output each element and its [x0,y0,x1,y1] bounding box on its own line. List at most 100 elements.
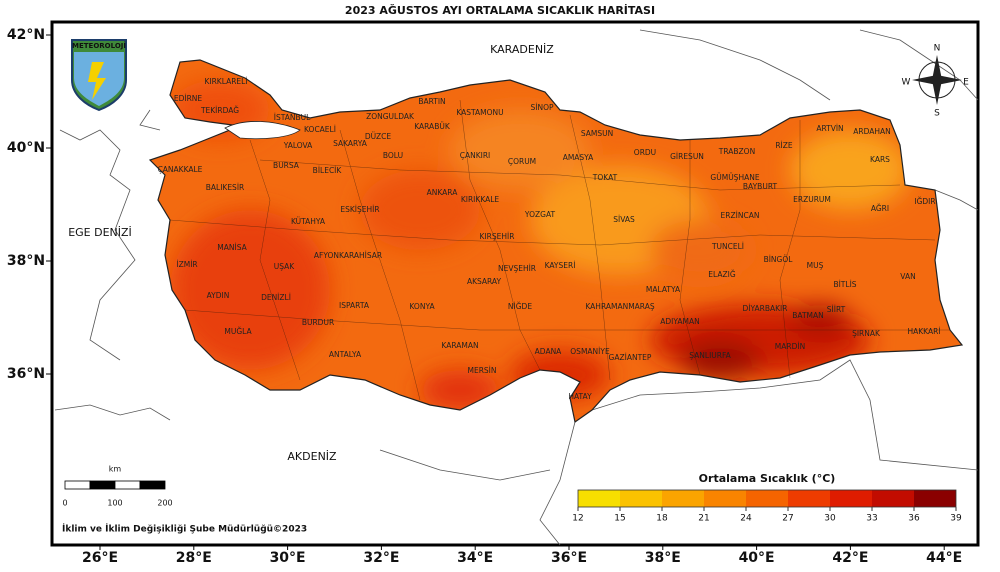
legend-title: Ortalama Sıcaklık (°C) [699,472,836,485]
province-label: KIRIKKALE [461,195,500,204]
province-label: ERZURUM [793,195,831,204]
province-label: SİVAS [613,215,635,224]
province-label: NEVŞEHİR [498,264,536,273]
province-label: IĞDIR [914,197,935,206]
province-label: ANTALYA [329,350,362,359]
province-label: İZMİR [176,260,197,269]
province-label: ŞIRNAK [852,329,881,338]
scale-segment [89,480,116,490]
scale-segment [64,480,91,490]
sea-labels: KARADENİZ EGE DENİZİ AKDENİZ [68,43,554,463]
province-label: KONYA [409,302,435,311]
scale-tick-label: 0 [62,499,67,508]
province-label: DENİZLİ [261,293,291,302]
province-label: ARDAHAN [853,127,891,136]
scale-unit: km [109,465,122,474]
province-label: BAYBURT [743,182,778,191]
province-label: KARS [870,155,890,164]
province-label: ZONGULDAK [366,112,415,121]
province-label: SİNOP [530,103,553,112]
country-outline [148,59,964,424]
logo: METEOROLOJİ [71,39,127,112]
province-label: MUĞLA [224,327,252,336]
legend-swatch [914,490,956,507]
province-label: RİZE [775,141,793,150]
legend-swatch [830,490,872,507]
province-label: KARAMAN [441,341,478,350]
sea-label: AKDENİZ [287,450,337,463]
province-label: ESKİŞEHİR [340,205,379,214]
compass-letter: W [902,78,911,88]
province-label: ORDU [634,148,656,157]
province-label: MERSİN [467,366,496,375]
longitude-label: 36°E [551,550,587,566]
neighbour-borders [54,29,979,546]
province-label: ERZİNCAN [721,211,760,220]
province-label: ÇANAKKALE [158,165,203,174]
legend-tick-label: 21 [698,514,709,524]
legend-tick-label: 24 [740,514,752,524]
province-label: ELAZIĞ [708,270,736,279]
province-label: VAN [900,272,915,281]
province-label: KARABÜK [414,122,451,131]
province-label: KOCAELİ [304,125,336,134]
province-label: KASTAMONU [456,108,503,117]
legend-swatch [620,490,662,507]
province-label: UŞAK [274,262,296,271]
province-label: TRABZON [718,147,755,156]
scale-tick-label: 100 [107,499,122,508]
longitude-label: 34°E [457,550,493,566]
scale-bar: km 0 100 200 [62,465,172,508]
province-label: BALIKESİR [206,183,245,192]
province-label: DÜZCE [365,132,392,141]
province-label: TUNCELİ [711,242,744,251]
scale-segment [114,480,141,490]
province-label: AYDIN [207,291,230,300]
map-title: 2023 AĞUSTOS AYI ORTALAMA SICAKLIK HARİT… [345,3,655,17]
compass-letter: N [934,44,941,54]
legend-swatch [872,490,914,507]
legend-border [577,489,957,508]
legend-tick-label: 30 [824,514,836,524]
province-label: KIRŞEHİR [480,232,515,241]
province-label: ÇORUM [508,157,536,166]
province-label: YOZGAT [524,210,556,219]
province-label: MALATYA [646,285,681,294]
legend-tick-label: 33 [866,514,877,524]
longitude-label: 28°E [176,550,212,566]
province-label: EDİRNE [174,94,203,103]
province-label: ADIYAMAN [660,317,699,326]
province-label: GİRESUN [670,152,704,161]
legend: Ortalama Sıcaklık (°C) 12 15 18 21 24 27 30 33 36… [572,472,962,524]
province-label: TOKAT [592,173,618,182]
latitude-label: 42°N [7,27,45,43]
province-label: İSTANBUL [274,113,311,122]
legend-tick-label: 36 [908,514,920,524]
province-label: HATAY [568,392,592,401]
province-label: BURSA [273,161,300,170]
longitude-label: 44°E [926,550,962,566]
province-label: KIRKLARELİ [204,77,247,86]
province-label: SİİRT [827,305,846,314]
province-label: ŞANLIURFA [689,351,731,360]
longitude-label: 26°E [82,550,118,566]
compass-letter: E [963,78,969,88]
legend-swatch [662,490,704,507]
province-label: SAMSUN [581,129,613,138]
province-label: KÜTAHYA [291,217,326,226]
compass: N E S W [902,44,970,119]
province-label: BİLECİK [313,166,343,175]
coordinate-labels: 42°N 40°N 38°N 36°N 26°E 28°E 30°E 32°E 34°E 36°E… [7,27,962,566]
credit: İklim ve İklim Değişikliği Şube Müdürlüğ… [62,524,307,535]
scale-tick-label: 200 [157,499,172,508]
province-label: MANİSA [217,243,247,252]
province-label: OSMANİYE [570,347,610,356]
province-borders [169,99,950,401]
province-label: AĞRI [871,204,889,213]
province-label: ARTVİN [816,124,843,133]
province-label: HAKKARİ [907,327,940,336]
marmara-sea [224,121,301,140]
province-label: MUŞ [807,261,824,270]
longitude-label: 38°E [645,550,681,566]
